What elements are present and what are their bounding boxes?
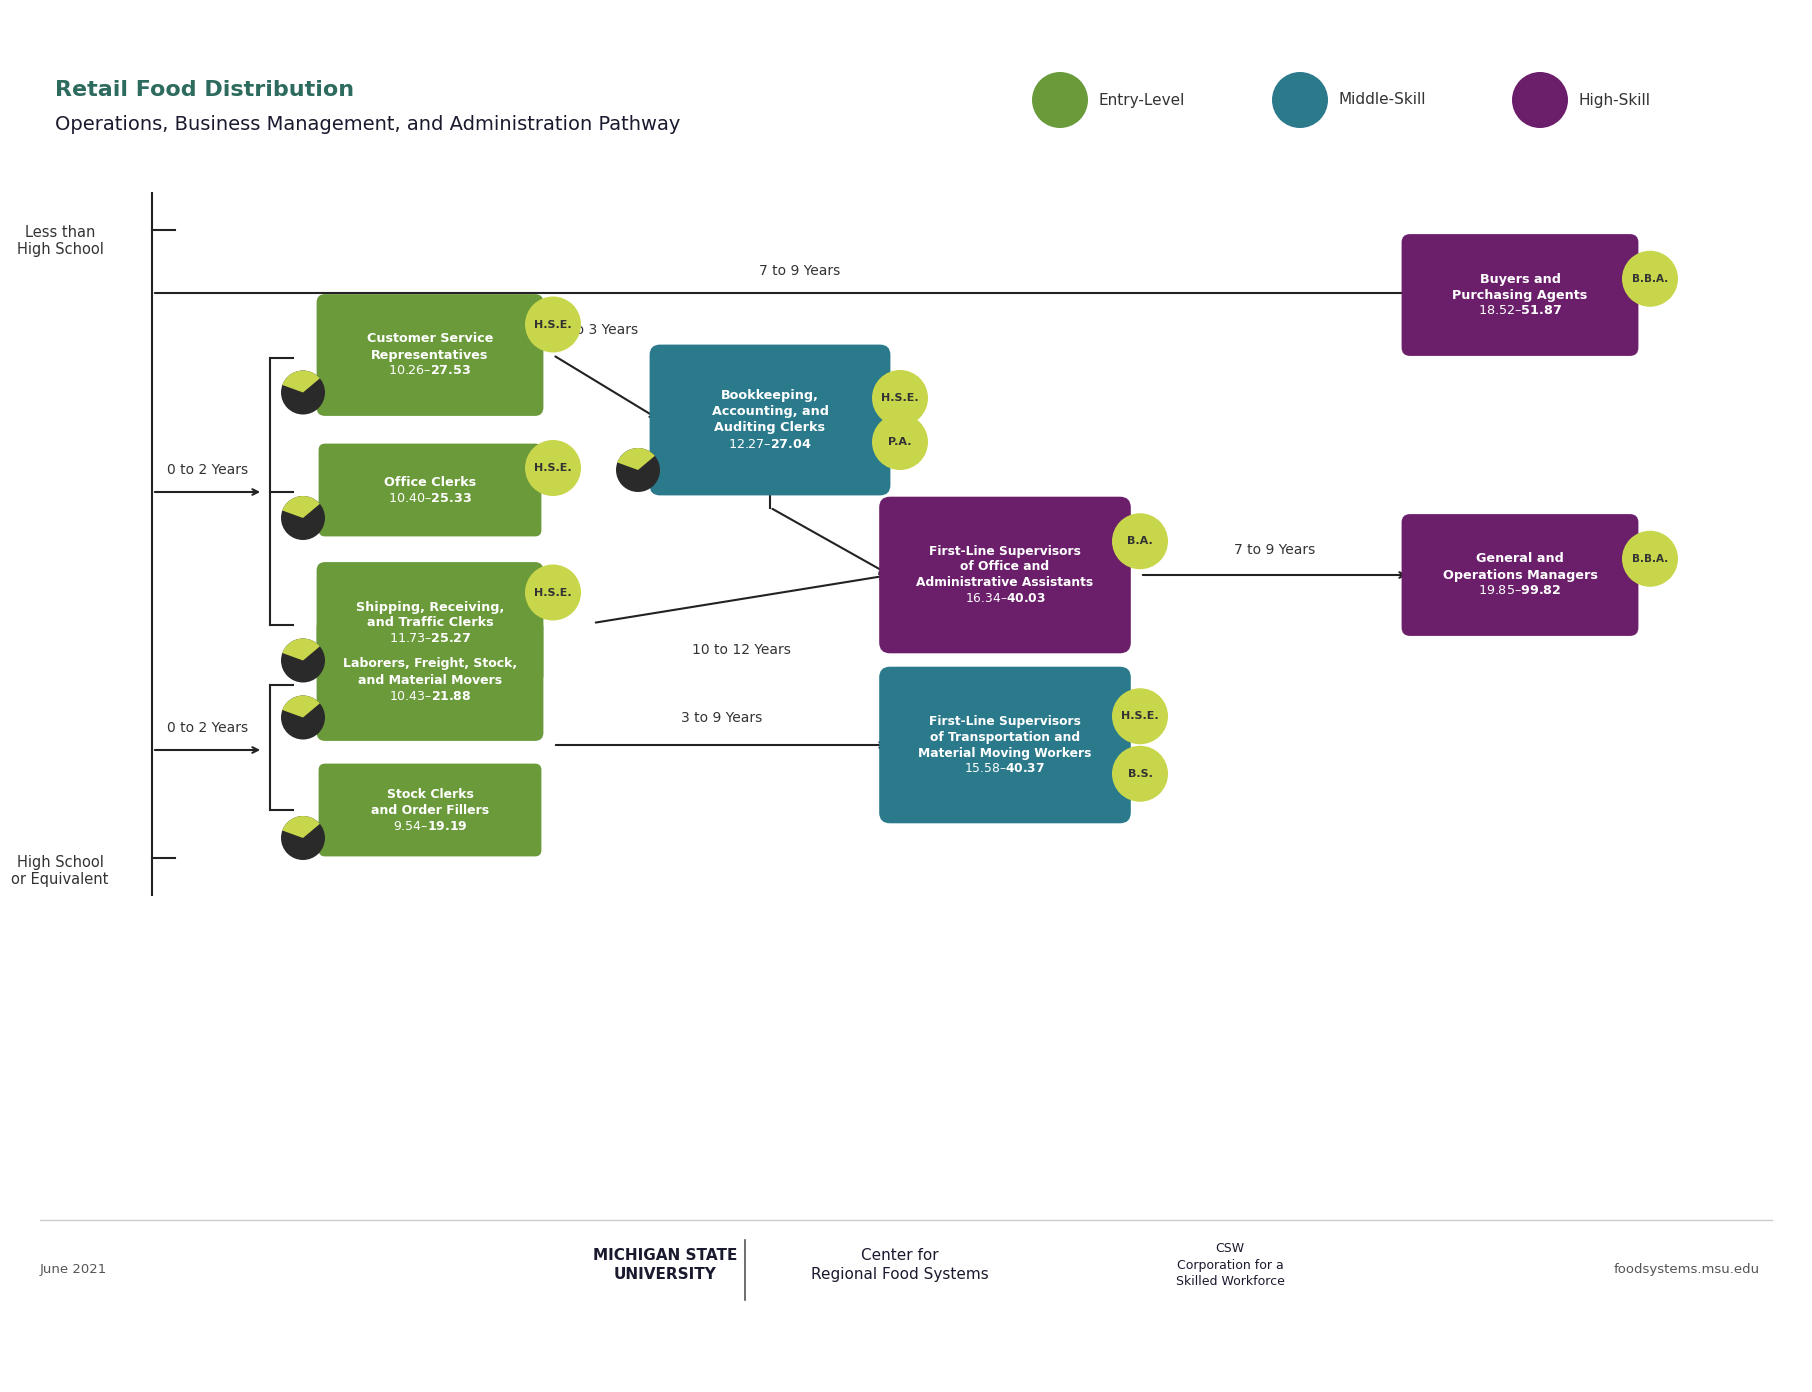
Text: B.B.A.: B.B.A. xyxy=(1633,554,1669,564)
Text: First-Line Supervisors
of Transportation and
Material Moving Workers
$15.58–$40.: First-Line Supervisors of Transportation… xyxy=(919,714,1091,775)
Text: H.S.E.: H.S.E. xyxy=(1122,711,1160,721)
FancyBboxPatch shape xyxy=(319,444,542,536)
Text: 0 to 2 Years: 0 to 2 Years xyxy=(167,464,248,477)
Text: June 2021: June 2021 xyxy=(40,1264,107,1276)
Wedge shape xyxy=(283,816,321,838)
Wedge shape xyxy=(283,496,321,518)
Circle shape xyxy=(281,639,324,682)
Text: B.A.: B.A. xyxy=(1127,536,1152,546)
Text: P.A.: P.A. xyxy=(888,437,911,447)
Text: Office Clerks
$10.40–$25.33: Office Clerks $10.40–$25.33 xyxy=(384,476,477,504)
Text: 10 to 12 Years: 10 to 12 Years xyxy=(692,643,790,657)
Wedge shape xyxy=(618,448,654,470)
Text: 0 to 3 Years: 0 to 3 Years xyxy=(556,323,638,337)
Circle shape xyxy=(525,565,582,621)
Circle shape xyxy=(1033,72,1087,128)
Text: H.S.E.: H.S.E. xyxy=(535,587,573,597)
FancyBboxPatch shape xyxy=(317,619,544,741)
Circle shape xyxy=(281,816,324,860)
Text: Shipping, Receiving,
and Traffic Clerks
$11.73–$25.27: Shipping, Receiving, and Traffic Clerks … xyxy=(355,600,504,646)
FancyBboxPatch shape xyxy=(879,497,1131,653)
Text: H.S.E.: H.S.E. xyxy=(535,464,573,473)
Circle shape xyxy=(872,370,928,426)
Wedge shape xyxy=(283,696,321,717)
Text: 7 to 9 Years: 7 to 9 Years xyxy=(759,264,841,278)
Circle shape xyxy=(1113,514,1169,569)
Circle shape xyxy=(1272,72,1328,128)
Text: Operations, Business Management, and Administration Pathway: Operations, Business Management, and Adm… xyxy=(54,116,680,134)
Text: Stock Clerks
and Order Fillers
$9.54–$19.19: Stock Clerks and Order Fillers $9.54–$19… xyxy=(371,788,489,832)
Circle shape xyxy=(1113,746,1169,802)
Text: High School
or Equivalent: High School or Equivalent xyxy=(11,855,109,888)
Text: First-Line Supervisors
of Office and
Administrative Assistants
$16.34–$40.03: First-Line Supervisors of Office and Adm… xyxy=(917,544,1094,606)
Text: B.B.A.: B.B.A. xyxy=(1633,274,1669,284)
Circle shape xyxy=(1622,530,1678,587)
Circle shape xyxy=(1622,251,1678,306)
Text: H.S.E.: H.S.E. xyxy=(881,393,919,404)
Circle shape xyxy=(616,448,660,491)
Text: Bookkeeping,
Accounting, and
Auditing Clerks
$12.27–$27.04: Bookkeeping, Accounting, and Auditing Cl… xyxy=(712,390,828,451)
FancyBboxPatch shape xyxy=(649,345,890,496)
Text: CSW
Corporation for a
Skilled Workforce: CSW Corporation for a Skilled Workforce xyxy=(1176,1242,1285,1288)
Circle shape xyxy=(1511,72,1567,128)
Text: Retail Food Distribution: Retail Food Distribution xyxy=(54,79,353,100)
Text: 7 to 9 Years: 7 to 9 Years xyxy=(1234,543,1316,557)
Text: MICHIGAN STATE
UNIVERSITY: MICHIGAN STATE UNIVERSITY xyxy=(593,1247,737,1282)
FancyBboxPatch shape xyxy=(1402,514,1638,636)
Text: 3 to 9 Years: 3 to 9 Years xyxy=(681,711,763,725)
FancyBboxPatch shape xyxy=(317,294,544,416)
Circle shape xyxy=(281,370,324,415)
Circle shape xyxy=(1113,688,1169,745)
Text: High-Skill: High-Skill xyxy=(1578,92,1651,107)
FancyBboxPatch shape xyxy=(879,667,1131,823)
Wedge shape xyxy=(283,370,321,393)
Text: Laborers, Freight, Stock,
and Material Movers
$10.43–$21.88: Laborers, Freight, Stock, and Material M… xyxy=(342,657,516,703)
Circle shape xyxy=(281,496,324,540)
Circle shape xyxy=(872,413,928,470)
Text: Less than
High School: Less than High School xyxy=(16,226,103,258)
Text: Buyers and
Purchasing Agents
$18.52–$51.87: Buyers and Purchasing Agents $18.52–$51.… xyxy=(1453,273,1587,317)
Circle shape xyxy=(525,440,582,496)
Text: foodsystems.msu.edu: foodsystems.msu.edu xyxy=(1614,1264,1759,1276)
Text: Entry-Level: Entry-Level xyxy=(1098,92,1185,107)
Wedge shape xyxy=(283,639,321,660)
FancyBboxPatch shape xyxy=(317,562,544,683)
Text: 0 to 2 Years: 0 to 2 Years xyxy=(167,721,248,735)
Circle shape xyxy=(525,296,582,352)
Text: Customer Service
Representatives
$10.26–$27.53: Customer Service Representatives $10.26–… xyxy=(366,333,493,377)
FancyBboxPatch shape xyxy=(319,764,542,856)
Text: H.S.E.: H.S.E. xyxy=(535,320,573,330)
Text: Center for
Regional Food Systems: Center for Regional Food Systems xyxy=(812,1247,989,1282)
Text: B.S.: B.S. xyxy=(1127,768,1152,778)
FancyBboxPatch shape xyxy=(1402,234,1638,356)
Text: General and
Operations Managers
$19.85–$99.82: General and Operations Managers $19.85–$… xyxy=(1442,553,1598,597)
Circle shape xyxy=(281,696,324,739)
Text: Middle-Skill: Middle-Skill xyxy=(1337,92,1426,107)
